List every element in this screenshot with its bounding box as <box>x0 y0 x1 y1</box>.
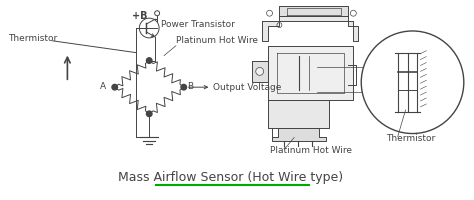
Polygon shape <box>272 128 326 141</box>
Text: Thermistor: Thermistor <box>386 134 435 143</box>
Circle shape <box>146 58 152 63</box>
Text: Power Transistor: Power Transistor <box>161 20 235 29</box>
Polygon shape <box>262 16 358 41</box>
Text: A: A <box>100 82 106 91</box>
Polygon shape <box>279 6 348 16</box>
Text: B: B <box>187 82 193 91</box>
Text: Output Voltage: Output Voltage <box>213 83 282 92</box>
Text: Platinum Hot Wire: Platinum Hot Wire <box>270 146 352 155</box>
Text: +B: +B <box>132 11 147 21</box>
Polygon shape <box>267 46 353 100</box>
Text: Thermistor: Thermistor <box>8 34 57 43</box>
Circle shape <box>256 67 264 75</box>
Polygon shape <box>267 100 328 128</box>
Circle shape <box>112 84 118 90</box>
Circle shape <box>146 111 152 117</box>
Circle shape <box>361 31 464 134</box>
Text: Mass Airflow Sensor (Hot Wire type): Mass Airflow Sensor (Hot Wire type) <box>118 171 343 184</box>
Polygon shape <box>252 61 267 82</box>
Text: Platinum Hot Wire: Platinum Hot Wire <box>176 36 258 45</box>
Circle shape <box>181 84 186 90</box>
